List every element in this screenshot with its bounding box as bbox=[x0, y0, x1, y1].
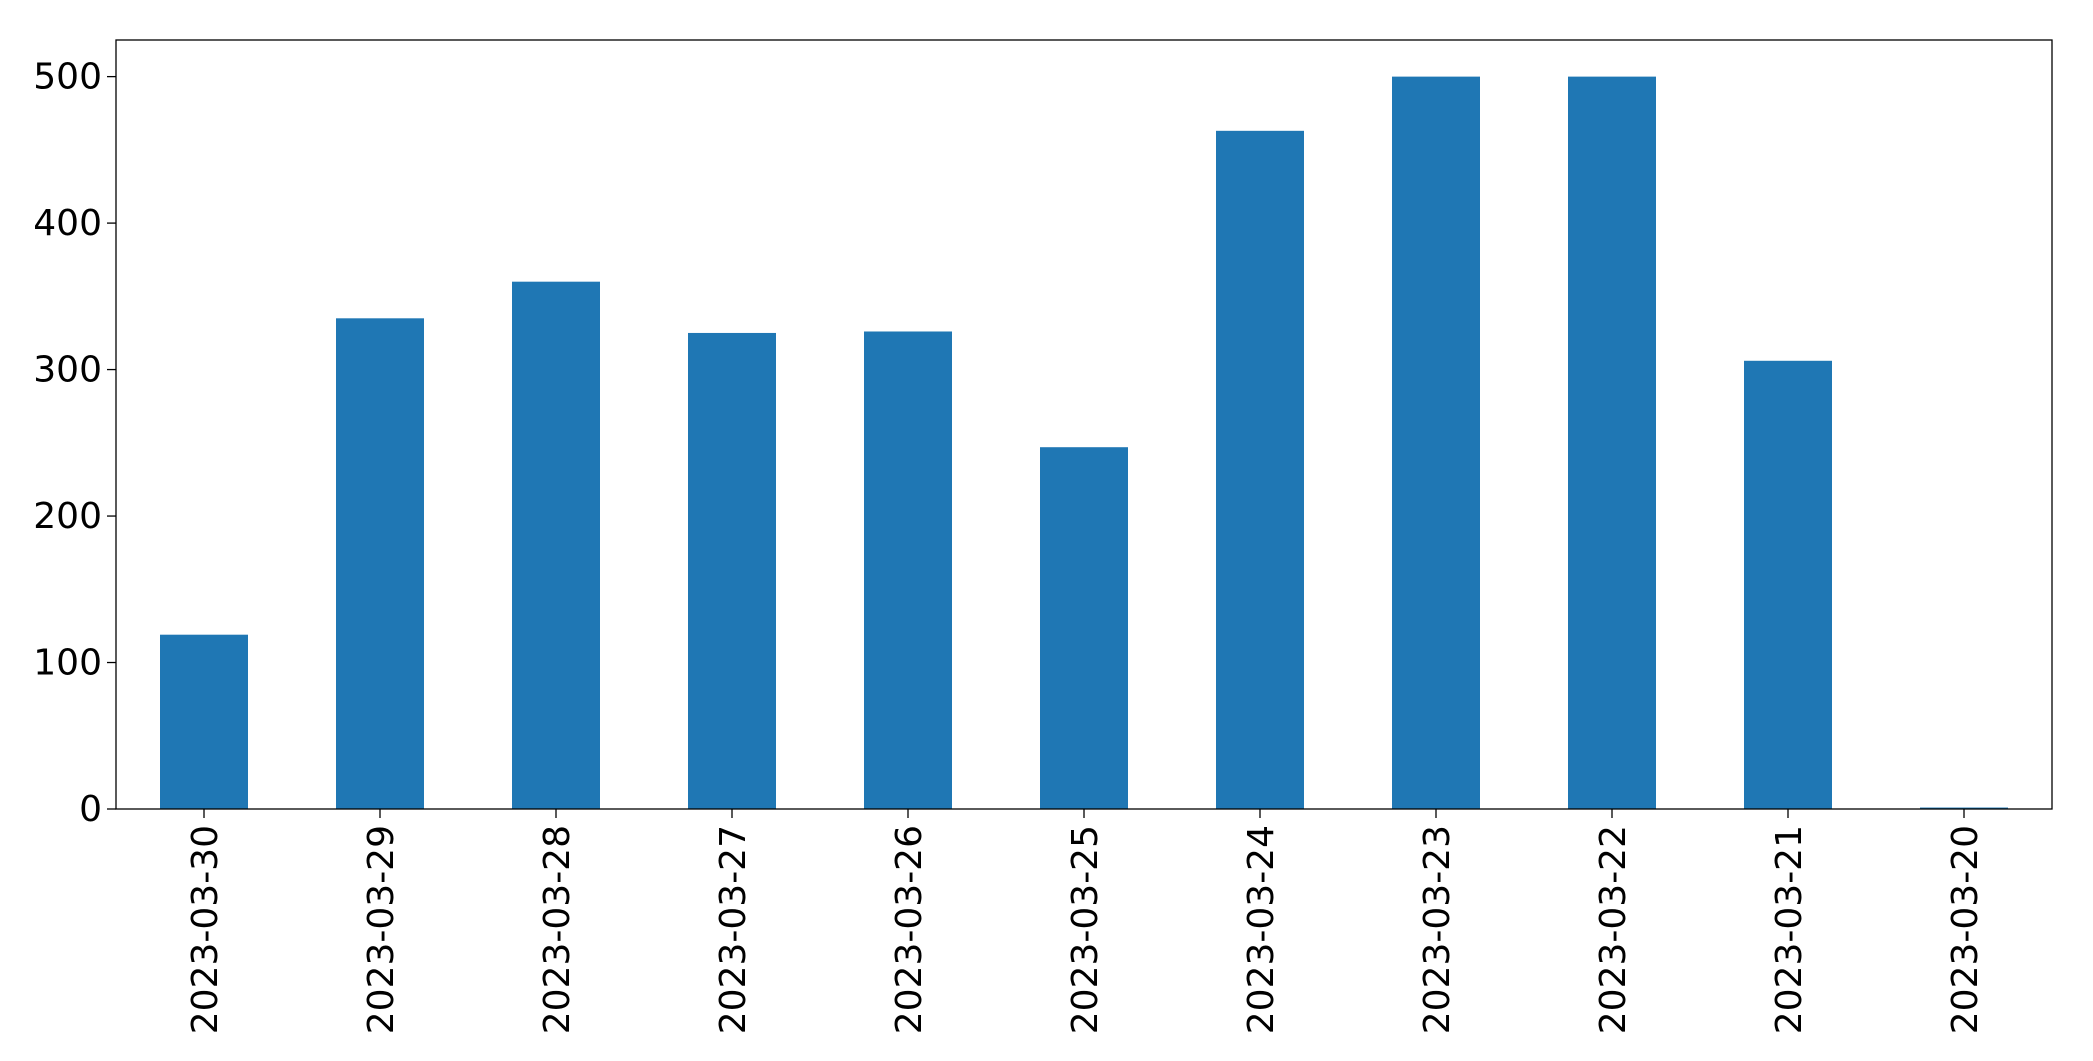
x-tick-label: 2023-03-20 bbox=[1945, 825, 1986, 1034]
y-tick-label: 200 bbox=[33, 496, 102, 537]
bar bbox=[1216, 130, 1304, 809]
bar bbox=[160, 634, 248, 809]
bar bbox=[688, 332, 776, 809]
x-tick-label: 2023-03-26 bbox=[889, 825, 930, 1034]
bar bbox=[1568, 76, 1656, 810]
x-tick-label: 2023-03-27 bbox=[713, 825, 754, 1034]
bar bbox=[336, 318, 424, 809]
bar bbox=[1744, 360, 1832, 809]
x-tick-label: 2023-03-28 bbox=[537, 825, 578, 1034]
bar bbox=[864, 331, 952, 809]
bar bbox=[1920, 807, 2008, 809]
y-tick-label: 500 bbox=[33, 57, 102, 98]
x-tick-label: 2023-03-29 bbox=[361, 825, 402, 1034]
x-tick-label: 2023-03-23 bbox=[1417, 825, 1458, 1034]
x-tick-label: 2023-03-25 bbox=[1065, 825, 1106, 1034]
x-tick-label: 2023-03-21 bbox=[1769, 825, 1810, 1034]
y-tick-label: 100 bbox=[33, 643, 102, 684]
y-tick-label: 400 bbox=[33, 203, 102, 244]
bar bbox=[512, 281, 600, 810]
x-tick-label: 2023-03-22 bbox=[1593, 825, 1634, 1034]
plot-frame bbox=[115, 39, 2053, 810]
y-tick-label: 0 bbox=[79, 789, 102, 830]
y-tick-label: 300 bbox=[33, 350, 102, 391]
bar bbox=[1040, 447, 1128, 809]
x-tick-label: 2023-03-30 bbox=[185, 825, 226, 1034]
bar bbox=[1392, 76, 1480, 810]
x-tick-label: 2023-03-24 bbox=[1241, 825, 1282, 1034]
